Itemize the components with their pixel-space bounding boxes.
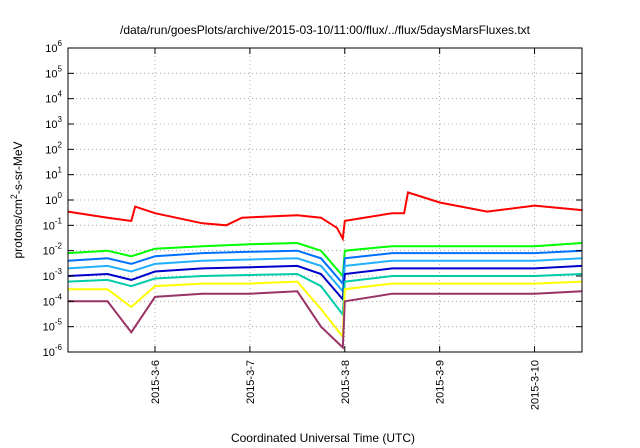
y-tick-label: 10-5: [43, 318, 63, 334]
x-tick-label: 2015-3-9: [435, 360, 447, 404]
y-tick-label: 100: [45, 191, 62, 207]
y-tick-mantissa: 10: [45, 94, 57, 106]
y-tick-mantissa: 10: [43, 271, 55, 283]
y-tick-mantissa: 10: [43, 322, 55, 334]
y-tick-exponent: -2: [55, 242, 63, 251]
y-tick-mantissa: 10: [43, 220, 55, 232]
x-tick-labels: 2015-3-6 2015-3-7 2015-3-8 2015-3-9 2015-3-1…: [150, 360, 542, 410]
y-tick-exponent: 1: [58, 166, 63, 175]
y-axis-label: protons/cm2-s-sr-MeV: [9, 141, 25, 258]
y-axis-label-base: protons/cm: [11, 199, 25, 258]
y-tick-exponent: 2: [58, 140, 63, 149]
y-tick-exponent: 3: [58, 115, 63, 124]
x-tick-label: 2015-3-7: [245, 360, 257, 404]
y-axis-label-rest: -s-sr-MeV: [11, 141, 25, 194]
series-line: [67, 264, 583, 302]
y-tick-mantissa: 10: [45, 195, 57, 207]
series-line: [68, 290, 583, 350]
grid-lines: [68, 48, 582, 352]
y-tick-mantissa: 10: [45, 43, 57, 55]
y-tick-labels: 10-610-510-410-310-210-11001011021031041…: [43, 39, 63, 359]
x-tick-label: 2015-3-10: [530, 360, 542, 410]
x-axis-label: Coordinated Universal Time (UTC): [231, 431, 415, 445]
y-tick-mantissa: 10: [45, 144, 57, 156]
y-tick-exponent: 4: [58, 90, 63, 99]
y-tick-exponent: 6: [58, 39, 63, 48]
y-tick-label: 103: [45, 115, 62, 131]
y-tick-label: 101: [45, 166, 62, 182]
y-tick-mantissa: 10: [45, 68, 57, 80]
series-line: [67, 257, 583, 294]
chart-title: /data/run/goesPlots/archive/2015-03-10/1…: [120, 23, 531, 37]
x-tick-label: 2015-3-6: [150, 360, 162, 404]
y-tick-exponent: 5: [58, 64, 63, 73]
y-tick-exponent: -4: [55, 292, 63, 301]
y-tick-mantissa: 10: [43, 347, 55, 359]
series-line: [67, 241, 583, 279]
y-axis-label-sup: 2: [9, 194, 19, 199]
y-tick-label: 106: [45, 39, 62, 55]
y-tick-label: 105: [45, 64, 62, 80]
series-line: [67, 191, 583, 242]
y-tick-mantissa: 10: [45, 170, 57, 182]
ticks: [68, 47, 582, 353]
y-tick-mantissa: 10: [43, 296, 55, 308]
y-tick-label: 10-6: [43, 343, 63, 359]
y-tick-exponent: -3: [55, 267, 63, 276]
series-line: [68, 280, 583, 340]
series-line: [67, 272, 583, 318]
y-tick-mantissa: 10: [45, 119, 57, 131]
y-tick-label: 10-4: [43, 292, 63, 308]
series-line: [67, 249, 583, 287]
y-tick-exponent: -6: [55, 343, 63, 352]
y-tick-label: 104: [45, 90, 62, 106]
x-tick-label: 2015-3-8: [340, 360, 352, 404]
y-tick-label: 102: [45, 140, 62, 156]
y-tick-label: 10-2: [43, 242, 63, 258]
y-tick-exponent: 0: [58, 191, 63, 200]
y-tick-mantissa: 10: [43, 246, 55, 258]
y-tick-exponent: -1: [55, 216, 63, 225]
y-tick-exponent: -5: [55, 318, 63, 327]
y-tick-label: 10-3: [43, 267, 63, 283]
series-lines: [67, 191, 583, 350]
y-tick-label: 10-1: [43, 216, 63, 232]
